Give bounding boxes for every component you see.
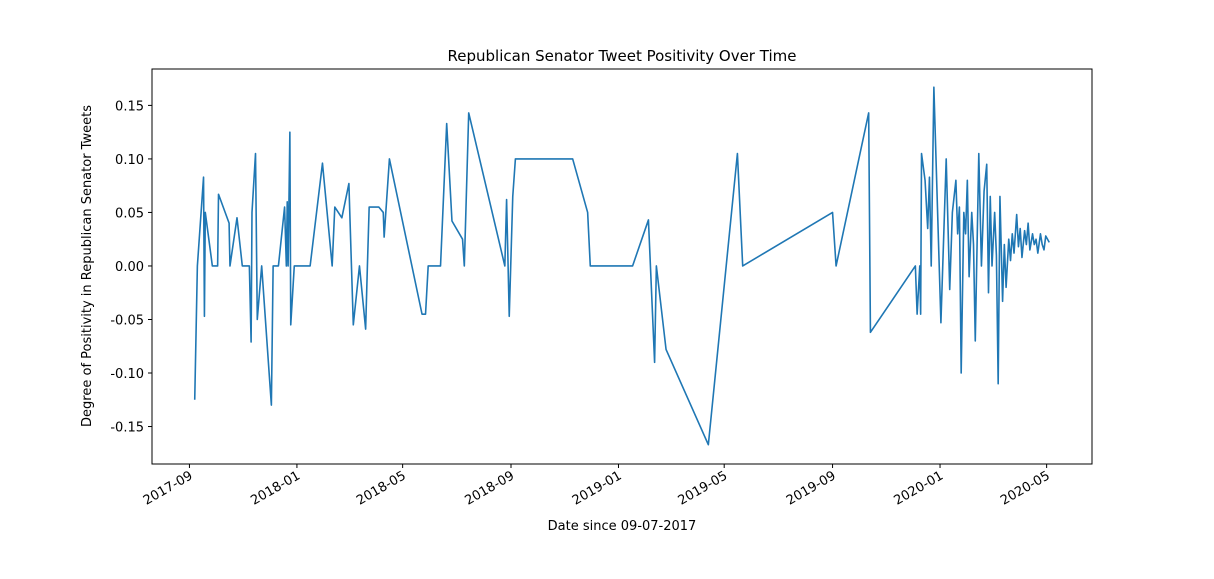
y-tick-label: 0.00 <box>115 260 144 275</box>
y-tick-label: 0.10 <box>115 153 144 168</box>
y-tick-label: -0.10 <box>110 367 144 382</box>
x-tick-label: 2017-09 <box>141 468 196 508</box>
y-tick-label: 0.15 <box>115 99 144 114</box>
x-tick-label: 2018-01 <box>248 468 303 508</box>
x-tick-label: 2020-01 <box>891 468 946 508</box>
x-tick-label: 2020-05 <box>998 468 1053 508</box>
y-axis-label: Degree of Positivity in Republican Senat… <box>80 105 95 427</box>
x-tick-label: 2019-05 <box>676 468 731 508</box>
chart-title: Republican Senator Tweet Positivity Over… <box>448 47 797 65</box>
y-tick-label: -0.15 <box>110 421 144 436</box>
x-axis-label: Date since 09-07-2017 <box>548 519 697 534</box>
y-tick-label: -0.05 <box>110 313 144 328</box>
y-tick-label: 0.05 <box>115 206 144 221</box>
x-tick-label: 2018-05 <box>354 468 409 508</box>
x-tick-label: 2019-09 <box>784 468 839 508</box>
x-tick-label: 2018-09 <box>462 468 517 508</box>
plot-frame <box>151 68 1093 465</box>
x-tick-label: 2019-01 <box>570 468 625 508</box>
line-series <box>193 86 1050 446</box>
